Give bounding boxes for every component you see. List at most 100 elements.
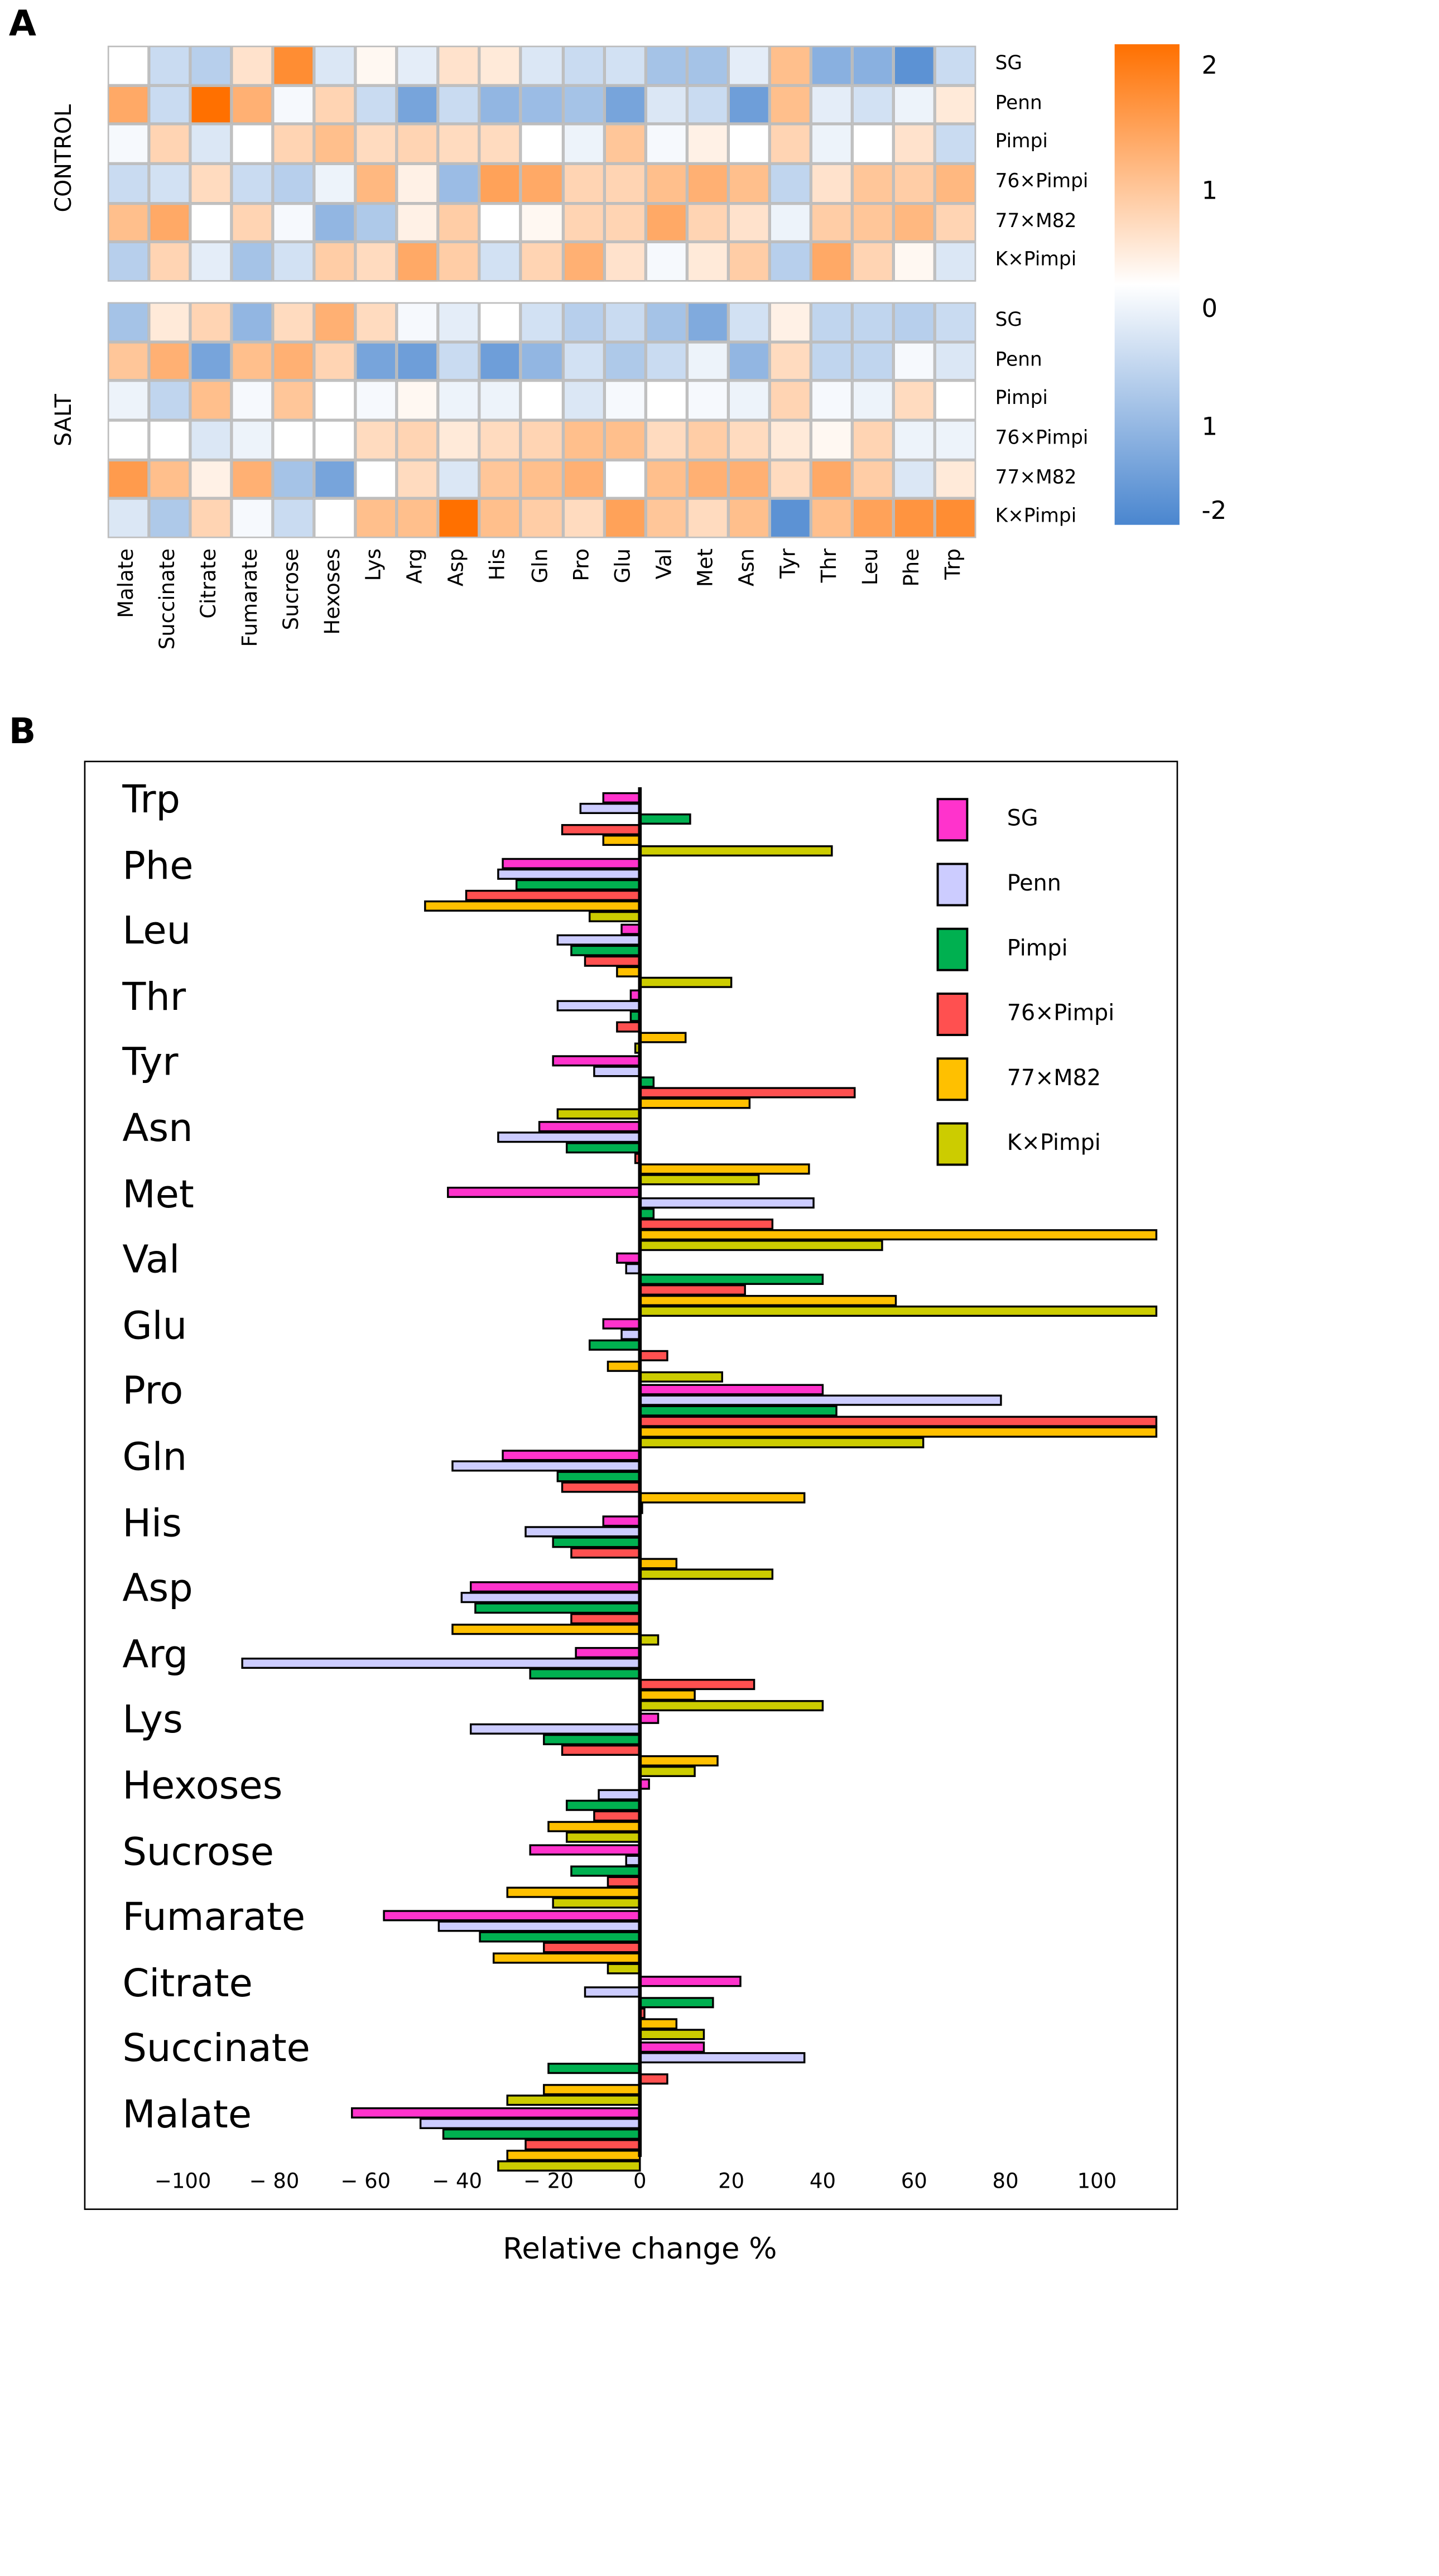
heatmap-cell bbox=[562, 420, 604, 460]
bar-Penn bbox=[460, 1592, 641, 1604]
bar-Penn bbox=[639, 2052, 806, 2064]
bar-SG bbox=[616, 1252, 641, 1264]
heatmap-cell bbox=[314, 163, 356, 203]
heatmap-row-label: Penn bbox=[995, 92, 1042, 115]
heatmap-cell bbox=[851, 459, 894, 499]
heatmap-cell bbox=[149, 498, 191, 538]
heatmap-cell bbox=[935, 420, 976, 460]
heatmap-cell bbox=[521, 242, 563, 282]
heatmap-cell bbox=[314, 420, 356, 460]
heatmap-cell bbox=[935, 203, 976, 243]
bar-Penn bbox=[437, 1920, 641, 1932]
heatmap-cell bbox=[728, 45, 769, 85]
colorbar-tick: 0 bbox=[1201, 295, 1218, 325]
bar-K×Pimpi bbox=[639, 1371, 723, 1383]
bar-SG bbox=[575, 1646, 641, 1659]
heatmap-cell bbox=[645, 163, 687, 203]
bar-SG bbox=[639, 1384, 824, 1395]
heatmap-cell bbox=[769, 85, 811, 124]
bar-77×M82 bbox=[506, 2150, 641, 2161]
heatmap-cell bbox=[355, 163, 397, 203]
bar-76×Pimpi bbox=[639, 1219, 774, 1230]
bar-K×Pimpi bbox=[639, 1174, 760, 1186]
heatmap-cell bbox=[645, 45, 687, 85]
heatmap-row-label: Pimpi bbox=[995, 388, 1048, 411]
heatmap-cell bbox=[810, 420, 852, 460]
heatmap-cell bbox=[149, 302, 191, 342]
heatmap-cell bbox=[397, 242, 439, 282]
bar-K×Pimpi bbox=[639, 2029, 705, 2040]
heatmap-cell bbox=[107, 163, 150, 203]
heatmap-cell bbox=[562, 381, 604, 421]
heatmap-cell bbox=[479, 163, 522, 203]
heatmap-cell bbox=[893, 124, 935, 164]
heatmap-cell bbox=[190, 163, 232, 203]
x-tick-label: 60 bbox=[901, 2170, 927, 2194]
legend-label: 76×Pimpi bbox=[1007, 999, 1115, 1027]
heatmap-cell bbox=[314, 124, 356, 164]
heatmap-cell bbox=[149, 341, 191, 381]
bar-76×Pimpi bbox=[524, 2139, 641, 2151]
heatmap-cell bbox=[190, 302, 232, 342]
bar-77×M82 bbox=[492, 1952, 641, 1964]
x-tick-label: − 80 bbox=[249, 2170, 300, 2194]
bar-Pimpi bbox=[566, 1142, 641, 1154]
bar-K×Pimpi bbox=[566, 1831, 641, 1843]
heatmap-cell bbox=[232, 203, 273, 243]
bar-76×Pimpi bbox=[639, 2073, 668, 2085]
heatmap-cell bbox=[604, 85, 646, 124]
heatmap-cell bbox=[355, 85, 397, 124]
heatmap-cell bbox=[810, 302, 852, 342]
heatmap-cell bbox=[273, 381, 315, 421]
legend-swatch bbox=[936, 798, 969, 842]
heatmap-cell bbox=[893, 459, 935, 499]
heatmap-cell bbox=[397, 459, 439, 499]
heatmap-cell bbox=[314, 459, 356, 499]
heatmap-row-label: SG bbox=[995, 309, 1023, 332]
heatmap-cell bbox=[397, 341, 439, 381]
bar-Penn bbox=[556, 934, 641, 946]
bar-K×Pimpi bbox=[588, 911, 641, 922]
heatmap-cell bbox=[810, 124, 852, 164]
heatmap-cell bbox=[521, 341, 563, 381]
heatmap-cell bbox=[190, 242, 232, 282]
category-label: Tyr bbox=[122, 1041, 179, 1086]
heatmap-cell bbox=[562, 242, 604, 282]
heatmap-cell bbox=[232, 163, 273, 203]
heatmap-cell bbox=[604, 163, 646, 203]
bar-Pimpi bbox=[474, 1602, 641, 1614]
heatmap-cell bbox=[935, 85, 976, 124]
bar-Pimpi bbox=[515, 879, 641, 890]
heatmap-cell bbox=[645, 242, 687, 282]
bar-K×Pimpi bbox=[556, 1108, 641, 1120]
heatmap-cell bbox=[728, 203, 769, 243]
heatmap-cell bbox=[769, 381, 811, 421]
heatmap-cell bbox=[273, 242, 315, 282]
heatmap-cell bbox=[190, 420, 232, 460]
heatmap-cell bbox=[521, 420, 563, 460]
category-label: Fumarate bbox=[122, 1896, 306, 1941]
legend-label: Penn bbox=[1007, 870, 1061, 897]
heatmap-cell bbox=[686, 242, 728, 282]
heatmap-cell bbox=[232, 242, 273, 282]
heatmap-cell bbox=[273, 341, 315, 381]
heatmap-cell bbox=[314, 381, 356, 421]
heatmap-cell bbox=[438, 85, 480, 124]
heatmap-cell bbox=[810, 381, 852, 421]
heatmap-cell bbox=[479, 420, 522, 460]
bar-76×Pimpi bbox=[607, 1876, 641, 1888]
bar-77×M82 bbox=[639, 1558, 678, 1569]
bar-Pimpi bbox=[556, 1471, 641, 1482]
bar-76×Pimpi bbox=[561, 1481, 641, 1493]
heatmap-cell bbox=[397, 381, 439, 421]
heatmap-cell bbox=[769, 45, 811, 85]
heatmap-cell bbox=[562, 203, 604, 243]
bar-Penn bbox=[593, 1066, 641, 1077]
heatmap-cell bbox=[107, 242, 150, 282]
heatmap-cell bbox=[935, 163, 976, 203]
heatmap-cell bbox=[851, 498, 894, 538]
heatmap-cell bbox=[893, 498, 935, 538]
bar-Pimpi bbox=[570, 945, 641, 956]
bar-SG bbox=[639, 1976, 742, 1987]
